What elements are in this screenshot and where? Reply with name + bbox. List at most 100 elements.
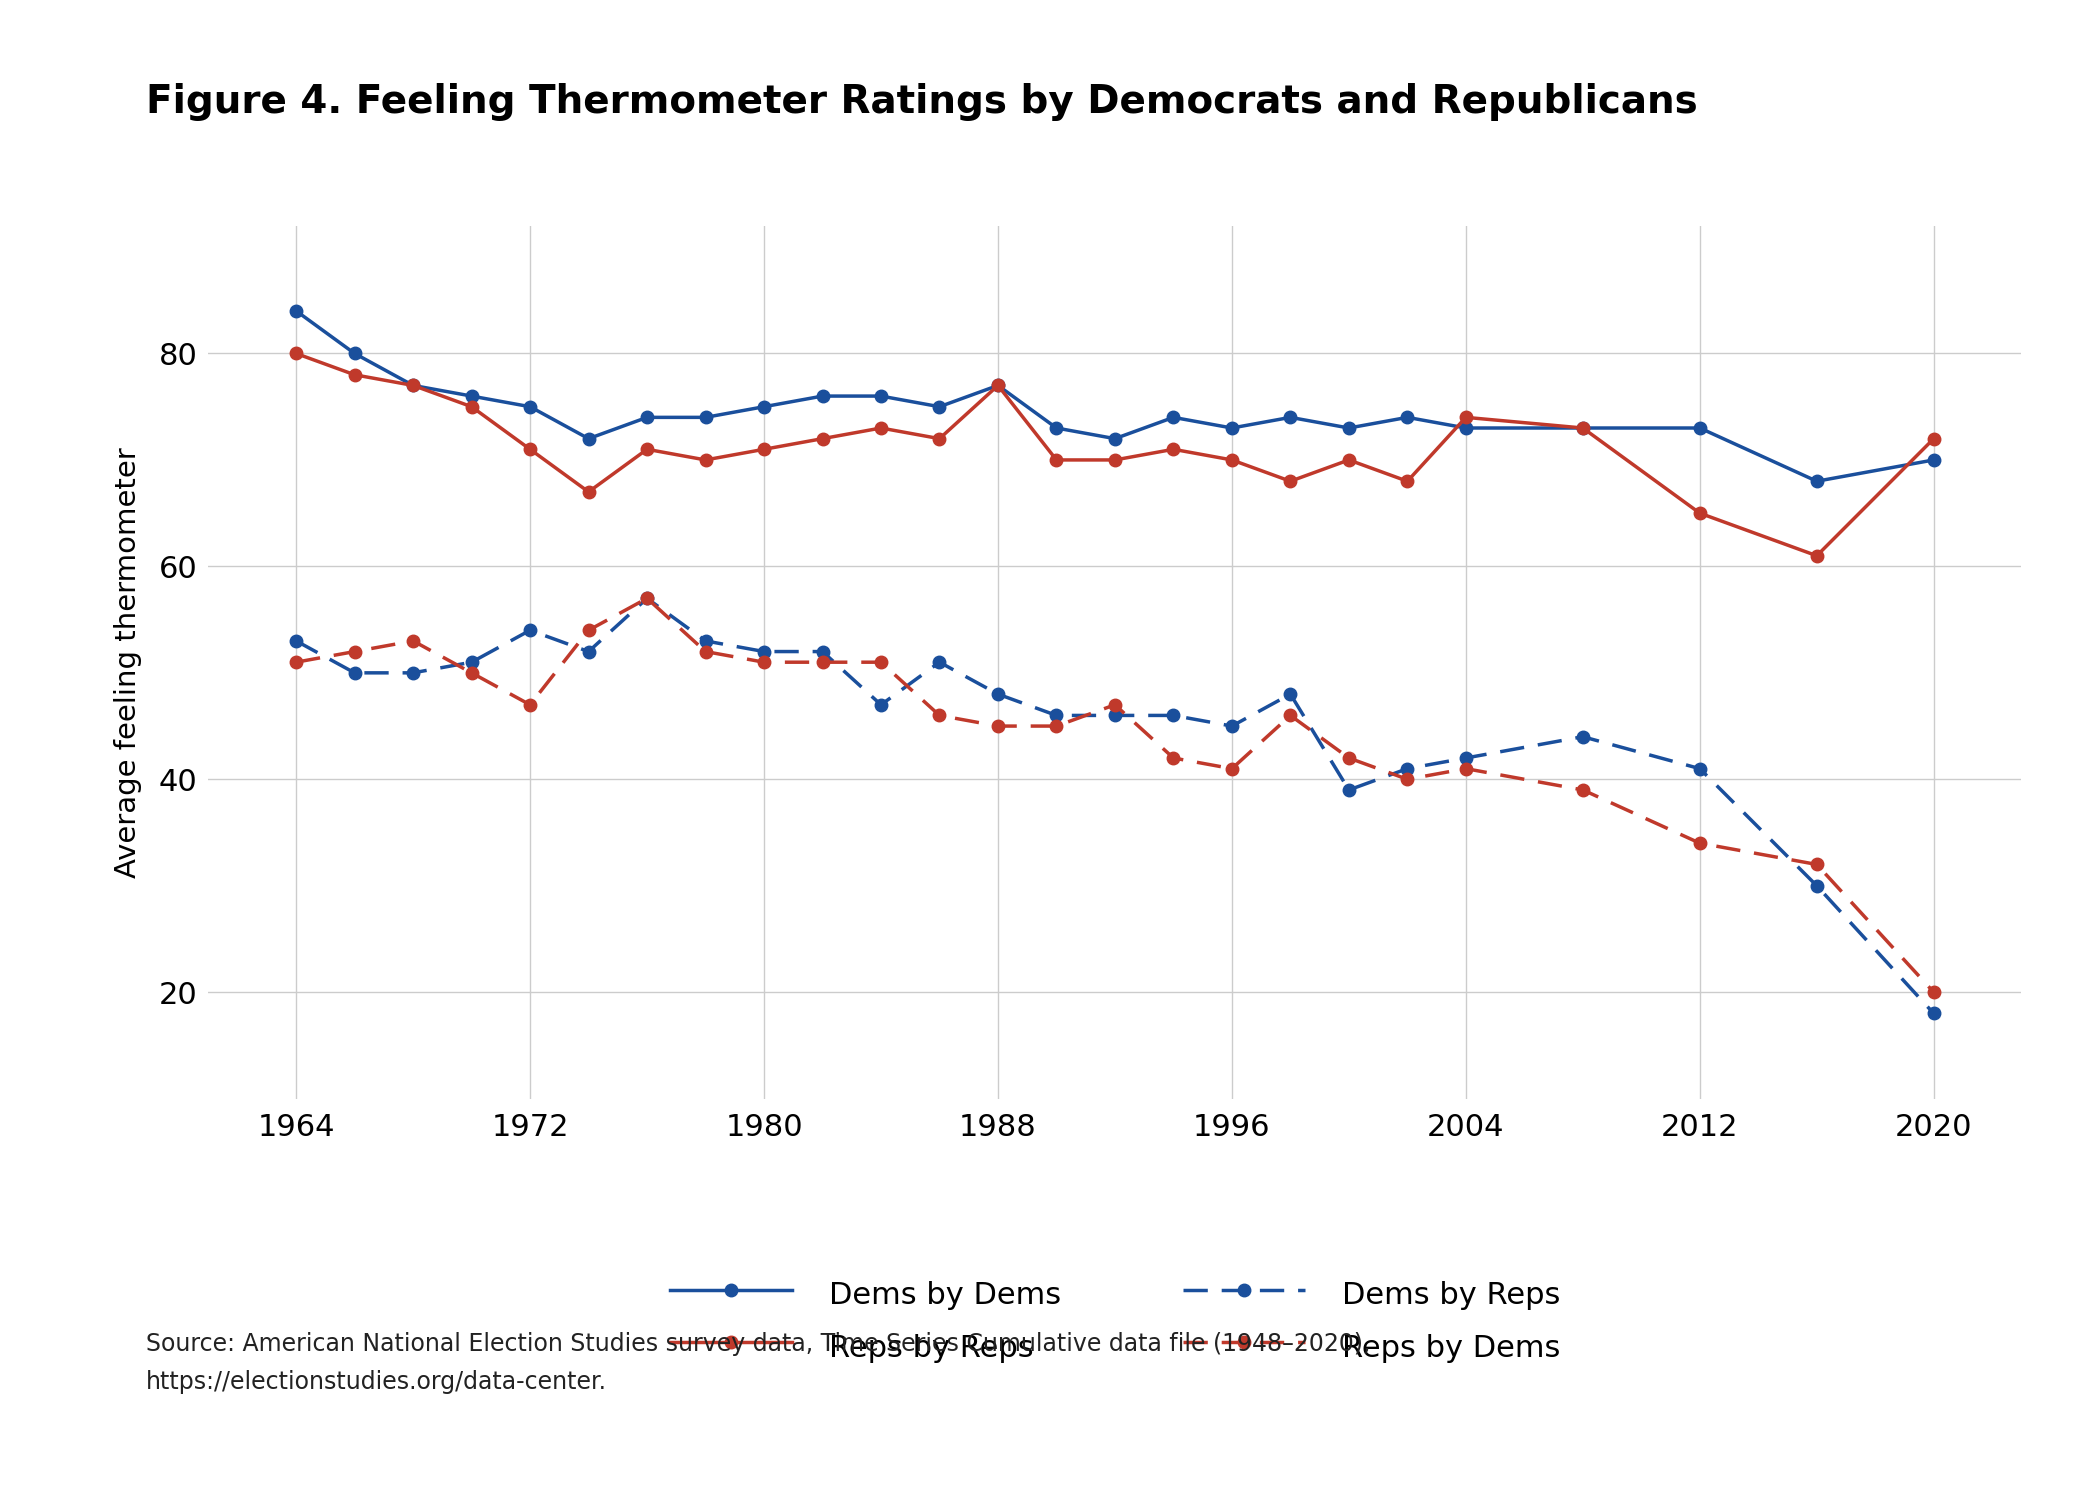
Reps by Reps [283,345,308,363]
Reps by Reps [694,452,719,470]
Dems by Dems [634,408,659,426]
Dems by Dems [1219,418,1244,436]
Reps by Reps [1102,452,1127,470]
Dems by Reps [1277,685,1302,703]
Dems by Reps [634,590,659,608]
Dems by Dems [458,387,483,405]
Reps by Reps [1921,429,1946,447]
Dems by Dems [1161,408,1186,426]
Reps by Reps [986,376,1011,394]
Dems by Dems [1571,418,1596,436]
Reps by Dems [342,643,367,661]
Dems by Reps [283,632,308,650]
Reps by Reps [1161,441,1186,459]
Reps by Reps [752,441,777,459]
Line: Reps by Reps: Reps by Reps [290,348,1940,561]
Reps by Dems [283,653,308,671]
Line: Dems by Reps: Dems by Reps [290,591,1940,1020]
Dems by Dems [927,397,952,415]
Dems by Dems [517,397,542,415]
Reps by Reps [1219,452,1244,470]
Reps by Reps [1805,546,1830,564]
Dems by Reps [1102,706,1127,724]
Reps by Dems [458,664,483,682]
Dems by Dems [1277,408,1302,426]
Dems by Reps [1688,760,1713,778]
Reps by Reps [458,397,483,415]
Reps by Reps [927,429,952,447]
Dems by Dems [1394,408,1419,426]
Reps by Dems [517,695,542,713]
Text: https://electionstudies.org/data-center.: https://electionstudies.org/data-center. [146,1370,606,1394]
Reps by Reps [1688,504,1713,522]
Reps by Dems [694,643,719,661]
Dems by Dems [342,345,367,363]
Reps by Dems [752,653,777,671]
Reps by Reps [400,376,425,394]
Reps by Dems [1277,706,1302,724]
Reps by Dems [1805,855,1830,873]
Dems by Reps [1044,706,1069,724]
Dems by Reps [342,664,367,682]
Dems by Reps [1805,877,1830,895]
Dems by Dems [869,387,894,405]
Dems by Reps [752,643,777,661]
Dems by Reps [458,653,483,671]
Dems by Reps [927,653,952,671]
Reps by Dems [927,706,952,724]
Dems by Dems [752,397,777,415]
Reps by Reps [869,418,894,436]
Dems by Reps [1571,728,1596,746]
Reps by Reps [517,441,542,459]
Y-axis label: Average feeling thermometer: Average feeling thermometer [115,447,142,877]
Dems by Dems [575,429,600,447]
Dems by Reps [1453,749,1478,768]
Reps by Dems [1336,749,1361,768]
Reps by Dems [400,632,425,650]
Dems by Reps [400,664,425,682]
Reps by Dems [1688,834,1713,852]
Dems by Dems [811,387,836,405]
Reps by Reps [342,366,367,384]
Dems by Reps [811,643,836,661]
Dems by Reps [694,632,719,650]
Text: Source: American National Election Studies survey data, Time Series Cumulative d: Source: American National Election Studi… [146,1332,1371,1356]
Line: Dems by Dems: Dems by Dems [290,304,1940,488]
Reps by Dems [1219,760,1244,778]
Reps by Dems [1571,781,1596,799]
Dems by Dems [694,408,719,426]
Dems by Dems [1044,418,1069,436]
Legend: Dems by Dems, Reps by Reps, Dems by Reps, Reps by Dems: Dems by Dems, Reps by Reps, Dems by Reps… [640,1245,1590,1395]
Dems by Dems [283,303,308,321]
Reps by Dems [986,716,1011,734]
Dems by Reps [986,685,1011,703]
Dems by Dems [1688,418,1713,436]
Dems by Dems [400,376,425,394]
Reps by Reps [1453,408,1478,426]
Reps by Reps [1571,418,1596,436]
Dems by Reps [1336,781,1361,799]
Reps by Reps [1277,473,1302,491]
Reps by Dems [1453,760,1478,778]
Dems by Reps [869,695,894,713]
Reps by Reps [1044,452,1069,470]
Reps by Reps [811,429,836,447]
Reps by Reps [1336,452,1361,470]
Reps by Reps [634,441,659,459]
Reps by Reps [1394,473,1419,491]
Dems by Reps [517,622,542,640]
Reps by Dems [811,653,836,671]
Reps by Dems [1102,695,1127,713]
Reps by Dems [1921,983,1946,1001]
Text: Figure 4. Feeling Thermometer Ratings by Democrats and Republicans: Figure 4. Feeling Thermometer Ratings by… [146,83,1698,120]
Line: Reps by Dems: Reps by Dems [290,591,1940,998]
Reps by Dems [634,590,659,608]
Reps by Reps [575,483,600,501]
Dems by Reps [575,643,600,661]
Dems by Reps [1921,1004,1946,1022]
Dems by Dems [1453,418,1478,436]
Reps by Dems [1394,771,1419,789]
Dems by Reps [1394,760,1419,778]
Dems by Dems [986,376,1011,394]
Dems by Dems [1921,452,1946,470]
